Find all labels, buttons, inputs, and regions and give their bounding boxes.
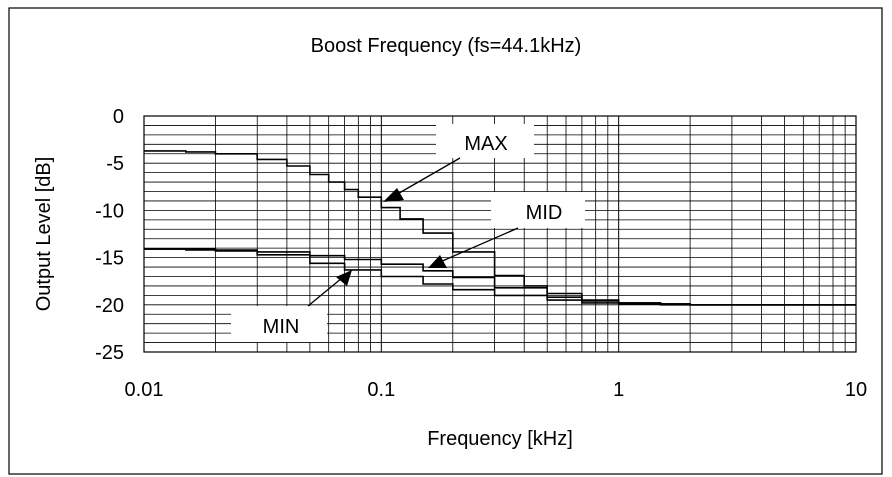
y-tick-label: -15 (95, 248, 124, 270)
series-line-mid (144, 248, 856, 306)
annotation-mid-arrow (439, 227, 519, 263)
annotation-max: MAX (383, 124, 534, 202)
annotation-mid-arrowhead (428, 255, 447, 268)
annotation-mid-box (491, 192, 585, 228)
annotation-min-arrow (307, 277, 343, 307)
y-tick-label: -25 (95, 342, 124, 364)
plot-area (143, 115, 857, 353)
annotation-mid-label: MID (526, 202, 563, 224)
x-tick-label: 0.01 (125, 379, 164, 401)
x-tick-label: 0.1 (367, 379, 395, 401)
annotation-min-label: MIN (263, 316, 300, 338)
y-axis-label: Output Level [dB] (33, 157, 55, 312)
y-tick-labels: 0 -5 -10 -15 -20 -25 (95, 106, 124, 364)
y-tick-label: -20 (95, 295, 124, 317)
annotation-min-arrowhead (336, 270, 352, 286)
chart-border (8, 7, 883, 475)
annotation-max-arrow (393, 157, 461, 197)
annotations: MAX MID MIN (231, 124, 585, 342)
x-tick-label: 10 (845, 379, 867, 401)
y-tick-label: -5 (106, 153, 124, 175)
annotation-min-box (231, 306, 327, 342)
x-tick-label: 1 (613, 379, 624, 401)
annotation-min: MIN (231, 270, 352, 342)
annotation-max-box (436, 124, 534, 158)
x-axis-label: Frequency [kHz] (427, 428, 573, 450)
x-tick-labels: 0.01 0.1 1 10 (125, 379, 868, 401)
series-layer (144, 150, 856, 306)
y-tick-label: -10 (95, 200, 124, 222)
annotation-max-arrowhead (383, 188, 404, 202)
annotation-max-label: MAX (464, 133, 507, 155)
y-tick-label: 0 (113, 106, 124, 128)
series-line-min (144, 248, 856, 306)
annotation-mid: MID (428, 192, 585, 268)
chart-title: Boost Frequency (fs=44.1kHz) (311, 35, 582, 57)
